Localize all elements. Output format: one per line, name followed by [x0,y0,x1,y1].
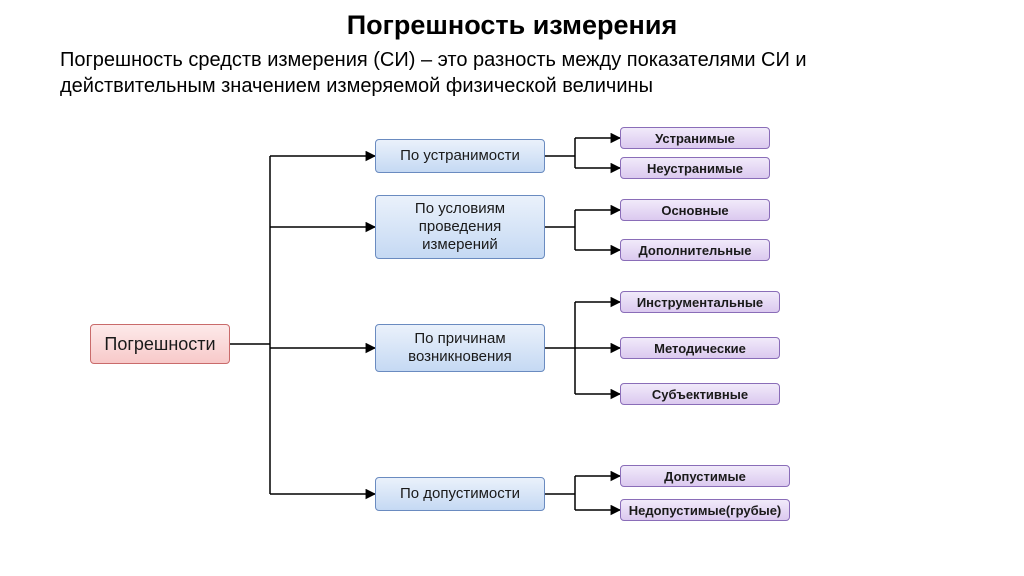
tree-diagram: Погрешности По устранимости Устранимые Неус… [0,99,1024,569]
leaf-node-1-0: Основные [620,199,770,221]
leaf-node-3-0: Допустимые [620,465,790,487]
leaf-node-2-2: Субъективные [620,383,780,405]
leaf-node-0-0: Устранимые [620,127,770,149]
leaf-node-3-1: Недопустимые(грубые) [620,499,790,521]
leaf-node-0-1: Неустранимые [620,157,770,179]
page-title: Погрешность измерения [0,0,1024,41]
leaf-node-2-1: Методические [620,337,780,359]
category-node-3: По допустимости [375,477,545,511]
category-node-1: По условиям проведения измерений [375,195,545,259]
category-node-2: По причинам возникновения [375,324,545,372]
page-subtitle: Погрешность средств измерения (СИ) – это… [0,41,1024,99]
root-node: Погрешности [90,324,230,364]
leaf-node-2-0: Инструментальные [620,291,780,313]
category-node-0: По устранимости [375,139,545,173]
leaf-node-1-1: Дополнительные [620,239,770,261]
